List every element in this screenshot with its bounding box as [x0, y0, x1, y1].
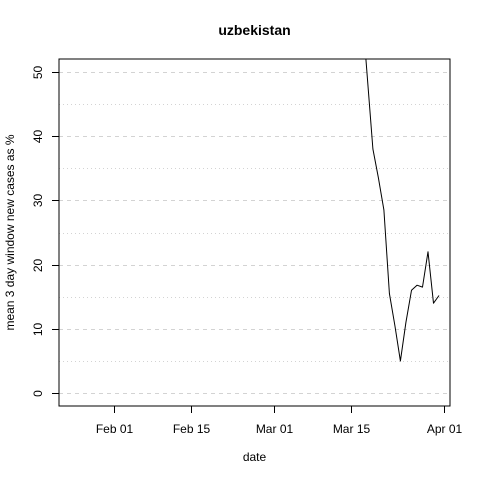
chart-title: uzbekistan — [218, 22, 290, 38]
x-tick-label: Feb 01 — [96, 422, 134, 436]
y-axis: 0 10 20 30 40 50 — [31, 66, 59, 397]
y-tick-label: 10 — [31, 323, 45, 337]
y-tick-label: 20 — [31, 259, 45, 273]
x-tick-label: Mar 15 — [333, 422, 371, 436]
plot-frame — [58, 58, 451, 407]
y-tick-label: 50 — [31, 66, 45, 80]
x-tick-label: Apr 01 — [427, 422, 463, 436]
x-tick-label: Mar 01 — [256, 422, 294, 436]
x-tick-label: Feb 15 — [173, 422, 211, 436]
series-layer — [365, 59, 440, 362]
series-line — [365, 59, 440, 362]
y-tick-label: 0 — [31, 390, 45, 397]
y-axis-label: mean 3 day window new cases as % — [3, 134, 17, 330]
x-axis: Feb 01 Feb 15 Mar 01 Mar 15 Apr 01 — [96, 406, 463, 436]
y-tick-label: 30 — [31, 194, 45, 208]
grid-lines — [59, 72, 450, 394]
y-tick-label: 40 — [31, 130, 45, 144]
x-axis-label: date — [243, 450, 267, 464]
